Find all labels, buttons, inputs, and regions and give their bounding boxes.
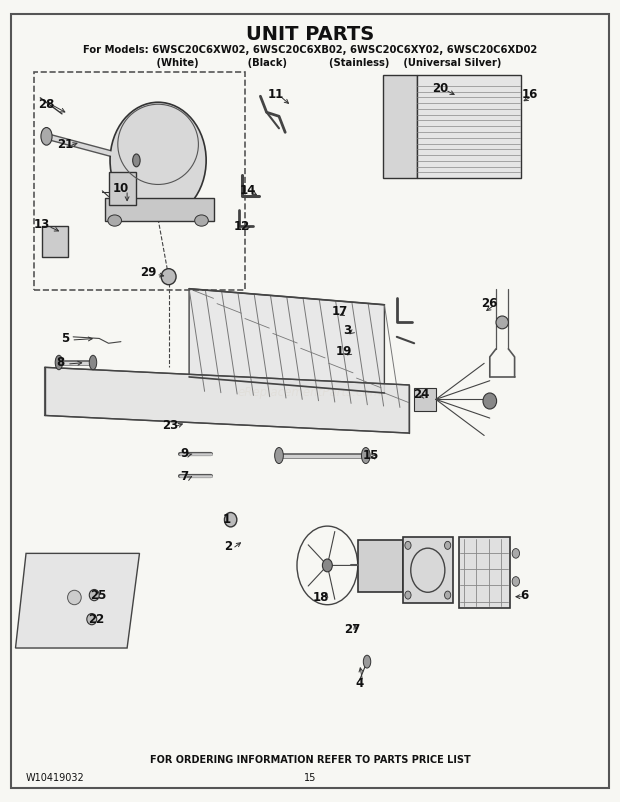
Text: 24: 24 <box>414 388 430 401</box>
Ellipse shape <box>224 512 237 527</box>
Text: (White)              (Black)            (Stainless)    (Universal Silver): (White) (Black) (Stainless) (Universal S… <box>118 59 502 68</box>
Text: 21: 21 <box>57 138 73 151</box>
Text: 12: 12 <box>234 220 250 233</box>
FancyBboxPatch shape <box>414 388 436 411</box>
FancyBboxPatch shape <box>108 172 136 205</box>
Ellipse shape <box>108 215 122 226</box>
FancyBboxPatch shape <box>105 198 214 221</box>
Ellipse shape <box>512 577 520 586</box>
Ellipse shape <box>133 154 140 167</box>
Text: For Models: 6WSC20C6XW02, 6WSC20C6XB02, 6WSC20C6XY02, 6WSC20C6XD02: For Models: 6WSC20C6XW02, 6WSC20C6XB02, … <box>83 45 537 55</box>
Text: 25: 25 <box>90 589 106 602</box>
Text: eReplacementParts.com: eReplacementParts.com <box>238 387 382 399</box>
Ellipse shape <box>275 448 283 464</box>
Text: 19: 19 <box>336 345 352 358</box>
Ellipse shape <box>512 549 520 558</box>
Ellipse shape <box>41 128 52 145</box>
Polygon shape <box>189 289 384 393</box>
FancyBboxPatch shape <box>403 537 453 603</box>
Text: 27: 27 <box>344 623 360 636</box>
Text: 7: 7 <box>180 470 189 483</box>
Text: 6: 6 <box>520 589 528 602</box>
Ellipse shape <box>405 591 411 599</box>
Ellipse shape <box>405 541 411 549</box>
Text: 28: 28 <box>38 98 55 111</box>
Text: 2: 2 <box>224 541 232 553</box>
Polygon shape <box>45 367 409 433</box>
Text: UNIT PARTS: UNIT PARTS <box>246 25 374 44</box>
Polygon shape <box>16 553 140 648</box>
Text: 8: 8 <box>56 356 65 369</box>
Ellipse shape <box>322 559 332 572</box>
Text: 18: 18 <box>313 591 329 604</box>
Text: 20: 20 <box>432 82 448 95</box>
Ellipse shape <box>445 591 451 599</box>
Text: 4: 4 <box>355 677 364 690</box>
Ellipse shape <box>55 355 63 370</box>
Text: 29: 29 <box>141 266 157 279</box>
Ellipse shape <box>483 393 497 409</box>
Ellipse shape <box>195 215 208 226</box>
Ellipse shape <box>110 103 206 218</box>
Bar <box>34 72 245 290</box>
Text: 22: 22 <box>88 613 104 626</box>
Text: 16: 16 <box>522 88 538 101</box>
Ellipse shape <box>68 590 81 605</box>
FancyBboxPatch shape <box>42 226 68 257</box>
Ellipse shape <box>89 589 99 601</box>
Text: FOR ORDERING INFORMATION REFER TO PARTS PRICE LIST: FOR ORDERING INFORMATION REFER TO PARTS … <box>149 755 471 765</box>
Text: 13: 13 <box>34 218 50 231</box>
Text: 10: 10 <box>113 182 129 195</box>
FancyBboxPatch shape <box>358 540 403 592</box>
Text: 23: 23 <box>162 419 179 431</box>
Ellipse shape <box>361 448 370 464</box>
Ellipse shape <box>87 614 97 625</box>
Text: 5: 5 <box>61 332 69 345</box>
Text: 14: 14 <box>240 184 256 197</box>
Text: 1: 1 <box>222 513 231 526</box>
Ellipse shape <box>161 269 176 285</box>
Text: 26: 26 <box>482 297 498 310</box>
Text: 9: 9 <box>180 447 189 460</box>
Ellipse shape <box>363 655 371 668</box>
Text: W10419032: W10419032 <box>26 773 85 783</box>
Text: 11: 11 <box>268 88 284 101</box>
FancyBboxPatch shape <box>417 75 521 178</box>
Ellipse shape <box>445 541 451 549</box>
Text: 17: 17 <box>332 305 348 318</box>
FancyBboxPatch shape <box>383 75 417 178</box>
Text: 3: 3 <box>343 324 352 337</box>
Text: 15: 15 <box>304 773 316 783</box>
FancyBboxPatch shape <box>459 537 510 608</box>
Ellipse shape <box>496 316 508 329</box>
Text: 15: 15 <box>363 449 379 462</box>
Ellipse shape <box>89 355 97 370</box>
